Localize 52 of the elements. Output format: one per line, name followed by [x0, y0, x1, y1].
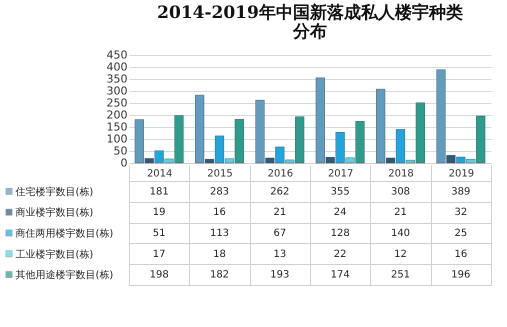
y-tick-label: 250	[106, 96, 128, 110]
data-label: 18	[213, 248, 226, 260]
x-tick-label: 2018	[388, 168, 414, 180]
x-tick-label: 2016	[268, 168, 294, 180]
y-tick-label: 100	[106, 132, 128, 146]
data-label: 181	[150, 186, 169, 198]
data-label: 389	[451, 186, 470, 198]
data-label: 51	[152, 228, 166, 239]
x-tick-label: 2014	[146, 168, 172, 180]
legend-label: 商业楼宇数目(栋)	[16, 206, 94, 219]
data-label: 355	[330, 186, 350, 198]
x-tick-label: 2017	[328, 168, 354, 180]
data-label: 25	[454, 228, 468, 239]
legend-label: 住宅楼宇数目(栋)	[16, 186, 94, 198]
data-label: 174	[330, 270, 350, 281]
data-label: 128	[330, 228, 350, 239]
y-tick-label: 350	[106, 72, 128, 86]
data-label: 182	[210, 270, 230, 281]
data-label: 12	[394, 248, 407, 260]
x-tick-label: 2019	[448, 168, 474, 180]
y-tick-label: 150	[106, 120, 128, 134]
y-tick-label: 450	[106, 48, 128, 62]
data-label: 308	[390, 186, 410, 198]
data-label: 22	[334, 248, 347, 260]
data-label: 196	[451, 270, 470, 281]
legend-label: 商住两用楼宇数目(栋)	[16, 228, 114, 240]
data-label: 251	[390, 270, 410, 281]
data-label: 32	[454, 207, 468, 218]
x-tick-label: 2015	[207, 168, 233, 180]
data-label: 21	[273, 207, 286, 218]
data-label: 67	[273, 228, 286, 239]
data-label: 193	[270, 270, 290, 281]
data-label: 198	[150, 270, 169, 281]
data-label: 113	[210, 228, 230, 239]
y-tick-label: 0	[120, 156, 128, 170]
data-label: 13	[273, 248, 286, 260]
data-label: 19	[152, 207, 166, 218]
y-tick-label: 400	[106, 60, 128, 74]
chart-title: 2014-2019年中国新落成私人楼宇种类分布	[157, 3, 463, 42]
data-label: 140	[390, 228, 410, 239]
data-label: 283	[210, 186, 230, 198]
legend-label: 其他用途楼宇数目(栋)	[16, 269, 114, 282]
y-tick-label: 200	[106, 108, 128, 122]
data-label: 24	[334, 207, 347, 218]
y-tick-label: 50	[114, 144, 128, 158]
y-tick-label: 300	[106, 84, 128, 98]
data-label: 262	[270, 186, 290, 198]
data-label: 16	[454, 248, 468, 260]
data-label: 17	[152, 248, 166, 260]
data-label: 21	[394, 207, 407, 218]
legend-label: 工业楼宇数目(栋)	[16, 248, 94, 260]
data-label: 16	[213, 207, 226, 218]
